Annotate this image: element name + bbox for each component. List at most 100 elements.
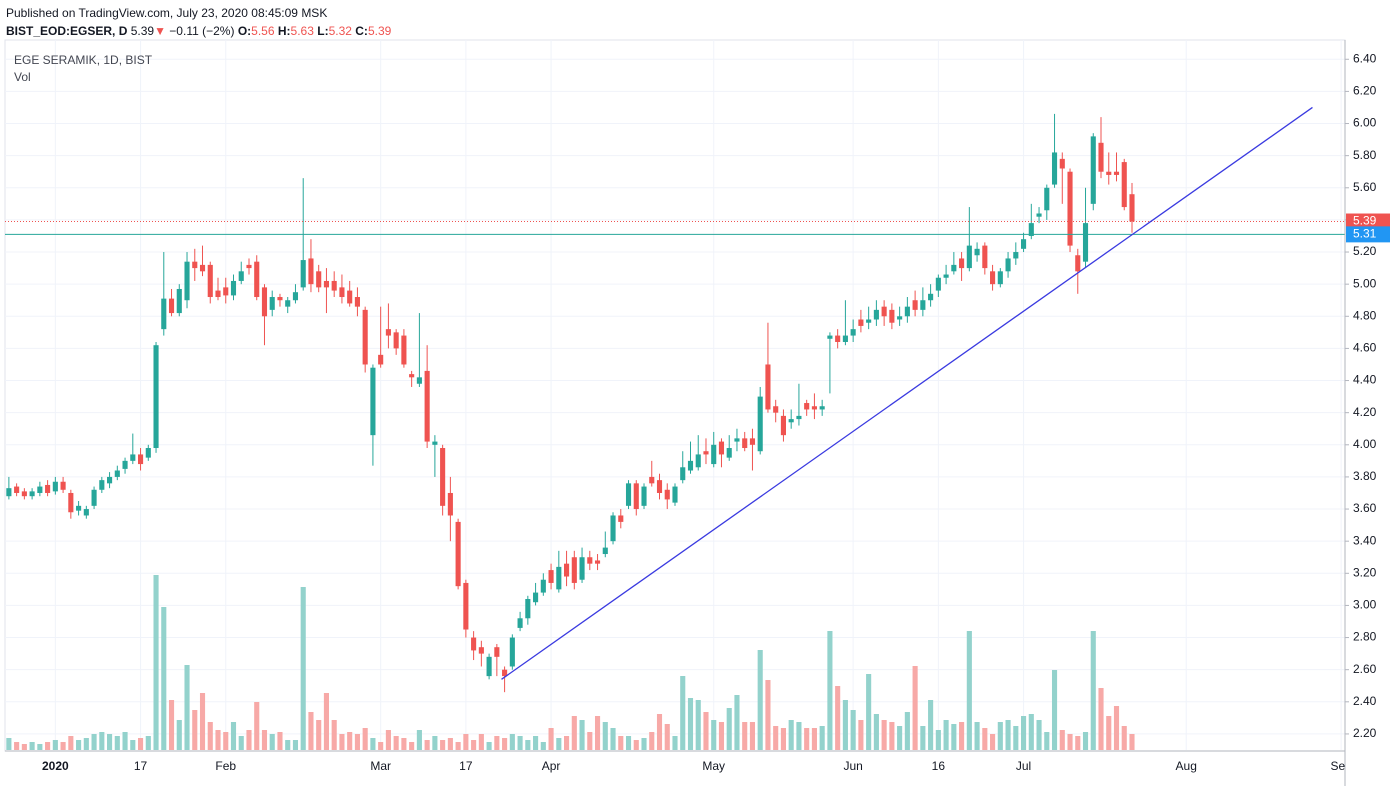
candle-body xyxy=(1082,223,1089,262)
candle-body xyxy=(478,647,484,654)
candle-body xyxy=(347,290,353,304)
volume-bar xyxy=(362,728,368,750)
candle-body xyxy=(471,637,477,651)
volume-bar xyxy=(571,716,577,750)
volume-bar xyxy=(300,587,306,750)
volume-bar xyxy=(858,720,864,750)
y-tick-label: 6.40 xyxy=(1353,51,1377,65)
volume-bar xyxy=(1051,670,1058,750)
candle-body xyxy=(866,319,872,323)
volume-bar xyxy=(370,738,376,750)
candle-body xyxy=(982,245,988,269)
ohlc-label: C: xyxy=(355,24,368,38)
candle-body xyxy=(401,335,407,365)
plot-frame xyxy=(4,39,1346,752)
y-tick-label: 6.00 xyxy=(1353,116,1377,130)
candle-body xyxy=(703,451,709,455)
candle-body xyxy=(68,492,74,513)
y-tick-label: 2.60 xyxy=(1353,662,1377,676)
candle-body xyxy=(842,335,848,342)
volume-bar xyxy=(966,631,972,750)
candle-body xyxy=(52,481,58,492)
volume-bar xyxy=(292,740,299,750)
volume-bar xyxy=(378,742,384,750)
volume-bar xyxy=(1082,732,1089,750)
volume-bar xyxy=(873,714,879,750)
volume-bar xyxy=(827,631,833,750)
candle-body xyxy=(517,618,523,628)
candle-body xyxy=(610,515,616,542)
candle-body xyxy=(223,287,229,296)
volume-bar xyxy=(463,734,469,750)
candle-body xyxy=(1098,142,1104,172)
volume-bar xyxy=(261,730,268,750)
candle-body xyxy=(168,298,175,314)
volume-bar xyxy=(339,734,345,750)
volume-bar xyxy=(130,740,136,750)
candle-body xyxy=(1090,136,1096,204)
volume-bar xyxy=(509,734,515,750)
change: −0.11 xyxy=(169,24,199,38)
candle-body xyxy=(37,486,43,493)
candle-body xyxy=(897,316,903,320)
volume-bar xyxy=(199,693,206,750)
volume-bar xyxy=(161,607,167,750)
candle-body xyxy=(1044,187,1050,211)
volume-bar xyxy=(1036,720,1042,750)
volume-bar xyxy=(230,722,237,750)
candle-body xyxy=(974,248,980,256)
candle-body xyxy=(463,582,469,630)
candle-body xyxy=(904,306,910,317)
candle-body xyxy=(641,486,647,506)
volume-bar xyxy=(625,736,632,750)
x-tick-label: Feb xyxy=(215,759,236,773)
candle-body xyxy=(1059,158,1065,169)
volume-bar xyxy=(835,686,841,750)
candle-body xyxy=(76,505,82,511)
candle-body xyxy=(656,480,663,493)
volume-bar xyxy=(618,736,624,750)
volume-bar xyxy=(866,674,872,750)
y-tick-label: 4.20 xyxy=(1353,405,1377,419)
candle-body xyxy=(455,521,461,587)
y-tick-label: 4.80 xyxy=(1353,308,1377,322)
volume-bar xyxy=(649,732,655,750)
volume-bar xyxy=(1028,714,1034,750)
x-tick-label: Aug xyxy=(1176,759,1197,773)
candle-body xyxy=(718,441,725,455)
volume-bar xyxy=(416,730,422,750)
volume-bar xyxy=(316,720,322,750)
candle-body xyxy=(765,364,771,410)
y-tick-label: 3.00 xyxy=(1353,598,1377,612)
candle-body xyxy=(378,354,384,365)
candle-body xyxy=(107,476,113,484)
y-tick-label: 2.20 xyxy=(1353,726,1377,740)
candle-body xyxy=(564,563,570,577)
candle-body xyxy=(153,345,159,449)
candle-body xyxy=(385,329,391,336)
symbol-line: BIST_EOD:EGSER, D 5.39▼ −0.11 (−2%) O:5.… xyxy=(6,22,391,40)
candle-body xyxy=(246,264,252,269)
candle-body xyxy=(184,261,190,301)
x-tick-label: Sep xyxy=(1330,759,1352,773)
volume-bar xyxy=(548,728,554,750)
candle-body xyxy=(587,557,593,564)
volume-bar xyxy=(455,742,461,750)
candle-body xyxy=(207,264,213,298)
chart-title: EGE SERAMIK, 1D, BIST xyxy=(14,53,153,67)
y-tick-label: 3.20 xyxy=(1353,565,1377,579)
volume-bar xyxy=(594,716,601,750)
volume-bar xyxy=(478,734,484,750)
x-tick-label: 16 xyxy=(932,759,946,773)
candle-body xyxy=(966,245,972,269)
volume-bar xyxy=(107,734,113,750)
volume-bar xyxy=(29,742,35,750)
change-arrow: ▼ xyxy=(154,24,166,38)
candle-body xyxy=(881,306,887,317)
candle-body xyxy=(796,415,802,420)
candle-body xyxy=(811,406,817,410)
candle-body xyxy=(122,460,128,469)
candle-body xyxy=(1067,171,1073,246)
volume-bar xyxy=(502,738,508,750)
volume-bar xyxy=(215,730,221,750)
